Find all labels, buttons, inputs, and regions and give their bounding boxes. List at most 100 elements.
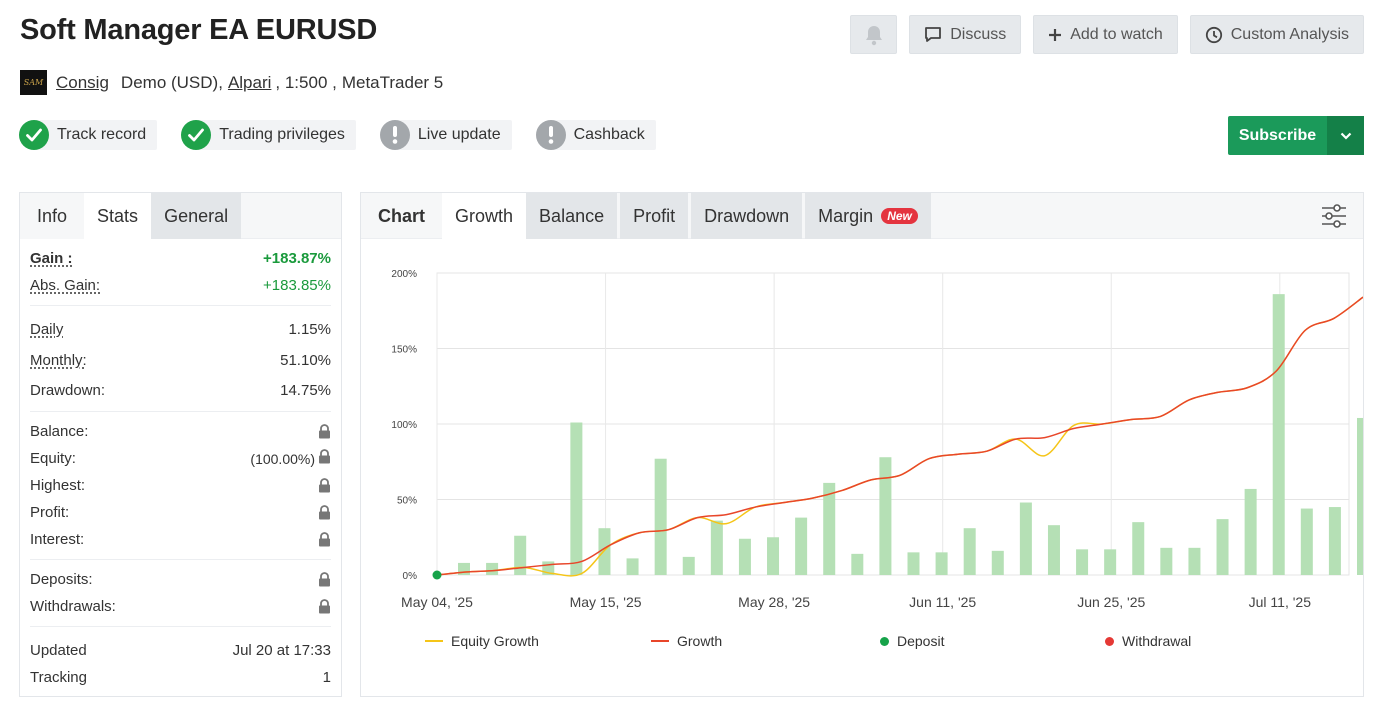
monthly-value: 51.10% bbox=[280, 352, 331, 369]
badge-track-record[interactable]: Track record bbox=[19, 120, 158, 150]
legend-label: Growth bbox=[677, 633, 723, 649]
highest-label: Highest: bbox=[30, 477, 86, 494]
chart-panel: Chart Growth Balance Profit Drawdown Mar… bbox=[360, 192, 1364, 697]
tracking-value: 1 bbox=[322, 669, 331, 686]
bar bbox=[795, 517, 808, 575]
gain-label[interactable]: Gain : bbox=[30, 250, 73, 267]
bar bbox=[767, 537, 780, 575]
monthly-label[interactable]: Monthly: bbox=[30, 352, 87, 369]
badge-trading-privileges[interactable]: Trading privileges bbox=[181, 120, 356, 150]
bar bbox=[1047, 525, 1060, 575]
deposits-label: Deposits: bbox=[30, 571, 93, 588]
bar bbox=[1357, 417, 1363, 575]
page-title: Soft Manager EA EURUSD bbox=[20, 14, 378, 46]
custom-analysis-label: Custom Analysis bbox=[1230, 25, 1349, 43]
badge-label: Track record bbox=[57, 126, 147, 143]
add-to-watch-button[interactable]: Add to watch bbox=[1033, 15, 1178, 54]
updated-value: Jul 20 at 17:33 bbox=[232, 642, 331, 659]
subscribe-label: Subscribe bbox=[1238, 126, 1317, 144]
x-tick-label: May 15, '25 bbox=[570, 594, 642, 610]
bar bbox=[654, 458, 667, 575]
tab-margin[interactable]: Margin New bbox=[805, 193, 931, 239]
account-type: Demo (USD), bbox=[120, 72, 223, 92]
exclamation-icon bbox=[535, 120, 566, 150]
tab-general[interactable]: General bbox=[151, 193, 242, 239]
abs-gain-value: +183.85% bbox=[263, 277, 331, 294]
daily-label[interactable]: Daily bbox=[30, 321, 64, 338]
bar bbox=[1160, 547, 1173, 575]
tab-stats[interactable]: Stats bbox=[84, 193, 152, 239]
custom-analysis-button[interactable]: Custom Analysis bbox=[1189, 15, 1364, 54]
withdrawals-label: Withdrawals: bbox=[30, 598, 116, 615]
daily-value: 1.15% bbox=[288, 321, 331, 338]
add-to-watch-label: Add to watch bbox=[1070, 25, 1163, 43]
bar bbox=[1272, 294, 1285, 575]
platform: MetaTrader 5 bbox=[341, 72, 444, 92]
x-tick-label: Jun 11, '25 bbox=[909, 594, 976, 610]
check-icon bbox=[19, 120, 49, 150]
sliders-icon bbox=[1321, 204, 1347, 232]
bar bbox=[935, 552, 948, 575]
lock-icon bbox=[318, 424, 331, 439]
bar bbox=[991, 550, 1004, 575]
plus-icon bbox=[1048, 28, 1062, 42]
tab-drawdown[interactable]: Drawdown bbox=[691, 193, 803, 239]
chart-tabs: Chart Growth Balance Profit Drawdown Mar… bbox=[361, 193, 1363, 239]
lock-icon bbox=[318, 449, 331, 468]
top-actions: Discuss Add to watch Custom Analysis bbox=[850, 15, 1364, 54]
discuss-button[interactable]: Discuss bbox=[909, 15, 1022, 54]
x-tick-label: May 04, '25 bbox=[401, 594, 473, 610]
notify-button[interactable] bbox=[850, 15, 898, 54]
lock-icon bbox=[318, 505, 331, 520]
tab-info[interactable]: Info bbox=[20, 193, 85, 239]
y-tick-label: 50% bbox=[397, 496, 417, 507]
leverage: , 1:500 , bbox=[275, 72, 337, 92]
bar bbox=[1216, 519, 1229, 575]
bar bbox=[963, 528, 976, 575]
bar bbox=[486, 562, 499, 575]
badge-live-update[interactable]: Live update bbox=[379, 120, 512, 150]
lock-icon bbox=[318, 572, 331, 587]
lock-icon bbox=[318, 478, 331, 493]
tab-profit[interactable]: Profit bbox=[620, 193, 689, 239]
bar bbox=[1188, 547, 1201, 575]
avatar[interactable]: SAM bbox=[20, 70, 47, 95]
chat-icon bbox=[924, 26, 942, 43]
legend-label: Withdrawal bbox=[1122, 633, 1192, 649]
bar bbox=[570, 422, 583, 575]
bar bbox=[907, 552, 920, 575]
bar bbox=[1076, 549, 1089, 575]
bar bbox=[710, 520, 723, 575]
y-tick-label: 150% bbox=[391, 345, 417, 356]
balance-label: Balance: bbox=[30, 423, 89, 440]
exclamation-icon bbox=[379, 120, 410, 150]
bar bbox=[682, 556, 695, 575]
legend-growth[interactable]: Growth bbox=[651, 633, 722, 649]
clock-icon bbox=[1205, 26, 1223, 44]
tab-growth[interactable]: Growth bbox=[442, 193, 527, 239]
user-link[interactable]: Consig bbox=[56, 72, 109, 92]
growth-chart[interactable]: 0% 50% 100% 150% 200% May 04, '25 May 15, '25 M… bbox=[361, 239, 1363, 629]
chart-settings-button[interactable] bbox=[1321, 204, 1347, 233]
chart-heading: Chart bbox=[378, 205, 426, 226]
broker-link[interactable]: Alpari bbox=[227, 72, 272, 92]
growth-line bbox=[436, 296, 1363, 576]
x-tick-label: May 28, '25 bbox=[738, 594, 810, 610]
legend-equity-growth[interactable]: Equity Growth bbox=[425, 633, 539, 649]
bar bbox=[1300, 508, 1313, 575]
stats-tabs: Info Stats General bbox=[20, 193, 341, 239]
legend-withdrawal[interactable]: Withdrawal bbox=[1105, 633, 1191, 649]
y-tick-label: 100% bbox=[391, 420, 417, 431]
badge-label: Trading privileges bbox=[219, 126, 345, 143]
bar bbox=[598, 528, 611, 575]
subscribe-button[interactable]: Subscribe bbox=[1228, 116, 1364, 155]
subscribe-dropdown[interactable] bbox=[1327, 116, 1364, 155]
legend-deposit[interactable]: Deposit bbox=[880, 633, 944, 649]
y-tick-label: 0% bbox=[403, 571, 418, 582]
stats-panel: Info Stats General Gain : +183.87% Abs. G… bbox=[19, 192, 342, 697]
tab-balance[interactable]: Balance bbox=[526, 193, 618, 239]
x-tick-label: Jul 11, '25 bbox=[1249, 594, 1312, 610]
bar bbox=[1132, 522, 1145, 575]
badge-cashback[interactable]: Cashback bbox=[535, 120, 656, 150]
abs-gain-label[interactable]: Abs. Gain: bbox=[30, 277, 101, 294]
